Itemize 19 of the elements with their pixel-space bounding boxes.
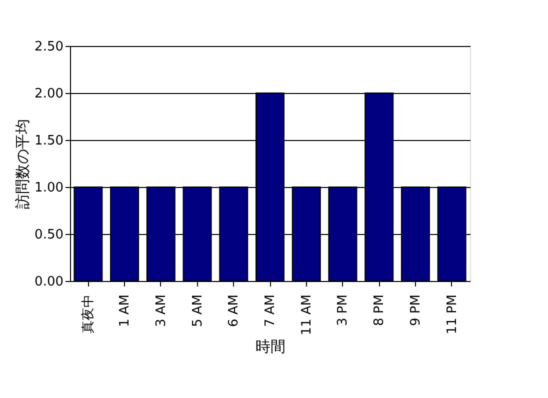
- x-tick-label: 11 AM: [299, 294, 314, 336]
- x-tick-label: 真夜中: [80, 294, 96, 334]
- y-tick-label: 2.00: [34, 86, 64, 102]
- x-tick-label: 9 PM: [408, 294, 424, 326]
- x-tick-label: 8 PM: [372, 294, 388, 326]
- y-tick-label: 0.50: [34, 228, 64, 242]
- y-tick-label: 1.00: [34, 180, 64, 196]
- x-tick-label: 11 PM: [444, 294, 460, 334]
- y-tick-label: 2.50: [34, 40, 64, 54]
- x-tick-label: 6 AM: [226, 294, 242, 328]
- x-tick-label: 7 AM: [263, 294, 278, 328]
- x-axis-title: 時間: [256, 337, 286, 356]
- y-tick-label: 0.00: [34, 274, 64, 290]
- x-tick-label: 5 AM: [190, 294, 206, 328]
- x-tick-label: 3 AM: [154, 294, 169, 328]
- x-tick-label: 3 PM: [336, 294, 351, 326]
- y-tick-label: 1.50: [34, 134, 64, 148]
- x-tick-label: 1 AM: [118, 294, 133, 328]
- y-axis-title: 訪問数の平均: [14, 119, 32, 209]
